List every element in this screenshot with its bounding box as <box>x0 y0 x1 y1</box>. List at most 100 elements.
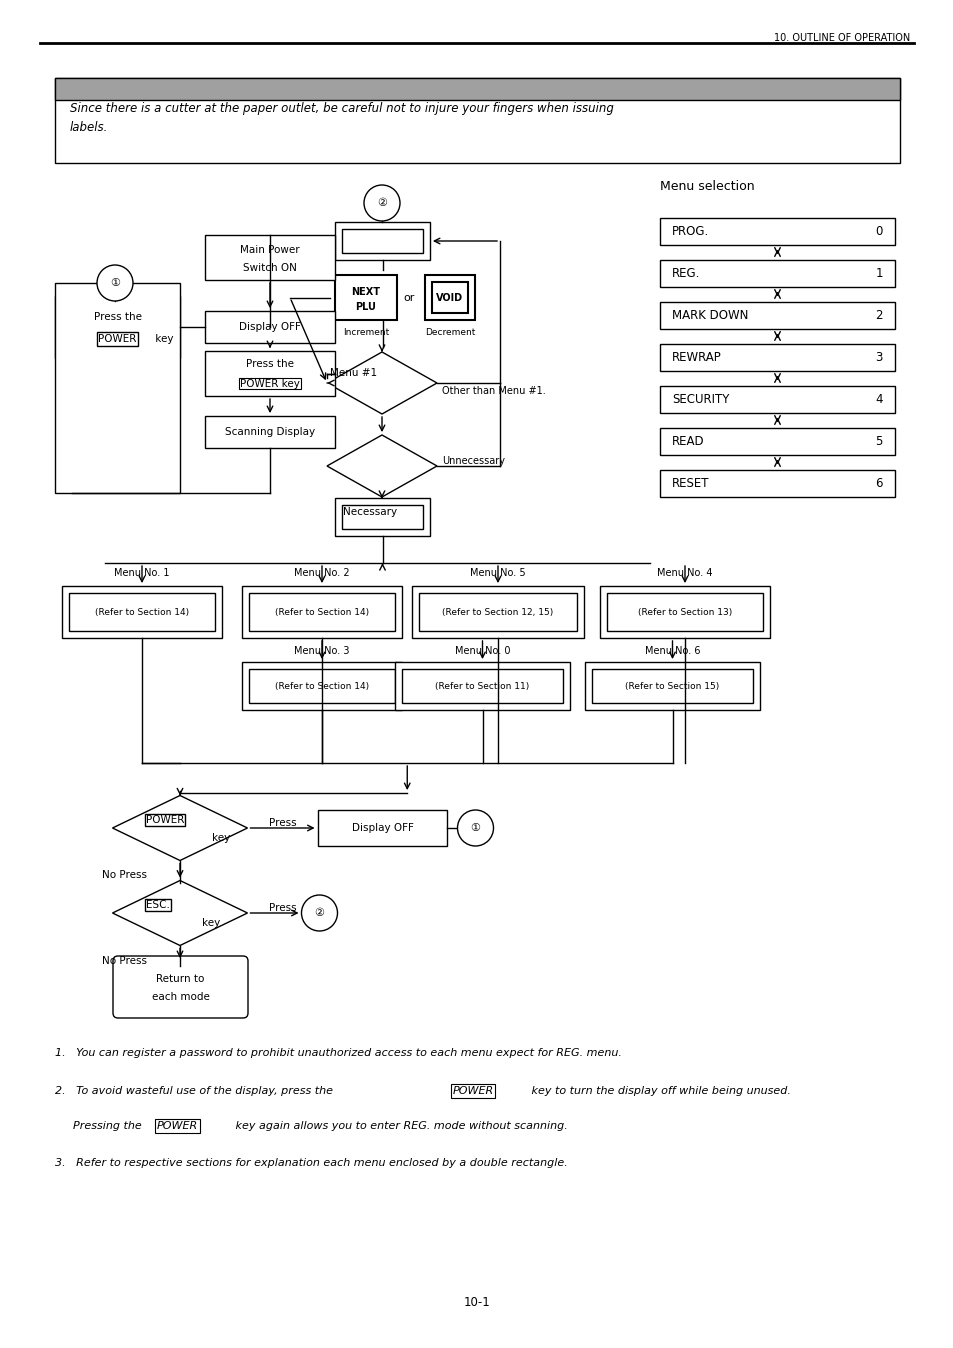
Text: 5: 5 <box>875 434 882 448</box>
Text: 1: 1 <box>875 267 882 279</box>
Text: Return to: Return to <box>156 975 205 984</box>
FancyBboxPatch shape <box>55 283 180 493</box>
Text: Other than Menu #1.: Other than Menu #1. <box>441 386 545 396</box>
Text: key: key <box>152 334 173 344</box>
FancyBboxPatch shape <box>401 669 562 704</box>
Text: Decrement: Decrement <box>424 328 475 337</box>
FancyBboxPatch shape <box>205 311 335 342</box>
Text: 10-1: 10-1 <box>463 1297 490 1309</box>
Text: 2: 2 <box>875 309 882 322</box>
FancyBboxPatch shape <box>69 593 214 631</box>
FancyBboxPatch shape <box>205 235 335 280</box>
Text: key: key <box>202 918 220 927</box>
FancyBboxPatch shape <box>249 593 395 631</box>
FancyBboxPatch shape <box>395 662 569 710</box>
Text: REG.: REG. <box>671 267 700 279</box>
Text: Press the: Press the <box>93 311 141 322</box>
FancyBboxPatch shape <box>412 586 583 638</box>
Text: (Refer to Section 14): (Refer to Section 14) <box>274 682 369 690</box>
Text: (Refer to Section 12, 15): (Refer to Section 12, 15) <box>442 608 553 616</box>
FancyBboxPatch shape <box>424 275 475 319</box>
Circle shape <box>301 895 337 931</box>
Text: key again allows you to enter REG. mode without scanning.: key again allows you to enter REG. mode … <box>232 1122 567 1131</box>
Text: ①: ① <box>110 278 120 288</box>
FancyBboxPatch shape <box>335 222 430 260</box>
Polygon shape <box>112 795 247 860</box>
FancyBboxPatch shape <box>659 344 894 371</box>
Text: 1.   You can register a password to prohibit unauthorized access to each menu ex: 1. You can register a password to prohib… <box>55 1047 621 1058</box>
FancyBboxPatch shape <box>317 810 447 847</box>
Text: Menu No. 3: Menu No. 3 <box>294 646 350 656</box>
Text: POWER: POWER <box>146 816 184 825</box>
Text: Pressing the: Pressing the <box>73 1122 145 1131</box>
FancyBboxPatch shape <box>55 78 899 163</box>
Text: each mode: each mode <box>152 992 210 1002</box>
FancyBboxPatch shape <box>335 497 430 537</box>
Text: Main Power: Main Power <box>240 244 299 255</box>
Text: POWER key: POWER key <box>240 379 299 388</box>
Text: 0: 0 <box>875 225 882 237</box>
Text: PLU: PLU <box>355 302 376 311</box>
Text: No Press: No Press <box>102 871 148 880</box>
Text: Necessary: Necessary <box>342 507 396 518</box>
Text: 3: 3 <box>875 350 882 364</box>
FancyBboxPatch shape <box>659 386 894 412</box>
FancyBboxPatch shape <box>584 662 760 710</box>
Text: key: key <box>212 833 230 842</box>
Text: SECURITY: SECURITY <box>671 392 729 406</box>
FancyBboxPatch shape <box>341 229 422 253</box>
FancyBboxPatch shape <box>341 506 422 528</box>
Text: NEXT: NEXT <box>351 287 380 297</box>
Text: Menu #1: Menu #1 <box>330 368 376 377</box>
Text: or: or <box>403 293 415 302</box>
Text: (Refer to Section 13): (Refer to Section 13) <box>638 608 731 616</box>
Text: REWRAP: REWRAP <box>671 350 721 364</box>
FancyBboxPatch shape <box>659 260 894 287</box>
Text: Menu selection: Menu selection <box>659 181 754 193</box>
FancyBboxPatch shape <box>335 275 396 319</box>
Text: Menu No. 5: Menu No. 5 <box>470 568 525 578</box>
Text: (Refer to Section 14): (Refer to Section 14) <box>274 608 369 616</box>
FancyBboxPatch shape <box>242 586 401 638</box>
Text: ②: ② <box>376 198 387 208</box>
Text: POWER: POWER <box>452 1086 494 1096</box>
Text: Scanning Display: Scanning Display <box>225 427 314 437</box>
Text: (Refer to Section 11): (Refer to Section 11) <box>435 682 529 690</box>
Text: key to turn the display off while being unused.: key to turn the display off while being … <box>527 1086 789 1096</box>
Text: Menu No. 0: Menu No. 0 <box>455 646 510 656</box>
Text: Unnecessary: Unnecessary <box>441 456 504 466</box>
Text: Press: Press <box>269 903 296 913</box>
Text: 4: 4 <box>875 392 882 406</box>
Text: 2.   To avoid wasteful use of the display, press the: 2. To avoid wasteful use of the display,… <box>55 1086 336 1096</box>
Text: No Press: No Press <box>102 956 148 965</box>
FancyBboxPatch shape <box>659 217 894 244</box>
Text: Menu No. 2: Menu No. 2 <box>294 568 350 578</box>
FancyBboxPatch shape <box>55 78 899 100</box>
Text: Since there is a cutter at the paper outlet, be careful not to injure your finge: Since there is a cutter at the paper out… <box>70 102 613 133</box>
Text: RESET: RESET <box>671 476 709 489</box>
Polygon shape <box>327 352 436 414</box>
FancyBboxPatch shape <box>599 586 769 638</box>
Text: Menu No. 6: Menu No. 6 <box>644 646 700 656</box>
Text: POWER: POWER <box>98 334 136 344</box>
FancyBboxPatch shape <box>432 282 468 313</box>
Text: 3.   Refer to respective sections for explanation each menu enclosed by a double: 3. Refer to respective sections for expl… <box>55 1158 567 1167</box>
Text: Press the: Press the <box>246 359 294 368</box>
Text: Menu No. 1: Menu No. 1 <box>114 568 170 578</box>
FancyBboxPatch shape <box>606 593 762 631</box>
Text: (Refer to Section 14): (Refer to Section 14) <box>95 608 189 616</box>
FancyBboxPatch shape <box>205 417 335 448</box>
FancyBboxPatch shape <box>62 586 222 638</box>
FancyBboxPatch shape <box>592 669 752 704</box>
Text: ②: ② <box>314 909 324 918</box>
Text: READ: READ <box>671 434 704 448</box>
FancyBboxPatch shape <box>112 956 248 1018</box>
FancyBboxPatch shape <box>418 593 577 631</box>
FancyBboxPatch shape <box>249 669 395 704</box>
Text: 10. OUTLINE OF OPERATION: 10. OUTLINE OF OPERATION <box>773 32 909 43</box>
FancyBboxPatch shape <box>55 297 180 359</box>
Text: VOID: VOID <box>436 293 463 302</box>
Text: PROG.: PROG. <box>671 225 708 237</box>
Text: (Refer to Section 15): (Refer to Section 15) <box>625 682 719 690</box>
Text: ESC.: ESC. <box>146 900 170 910</box>
